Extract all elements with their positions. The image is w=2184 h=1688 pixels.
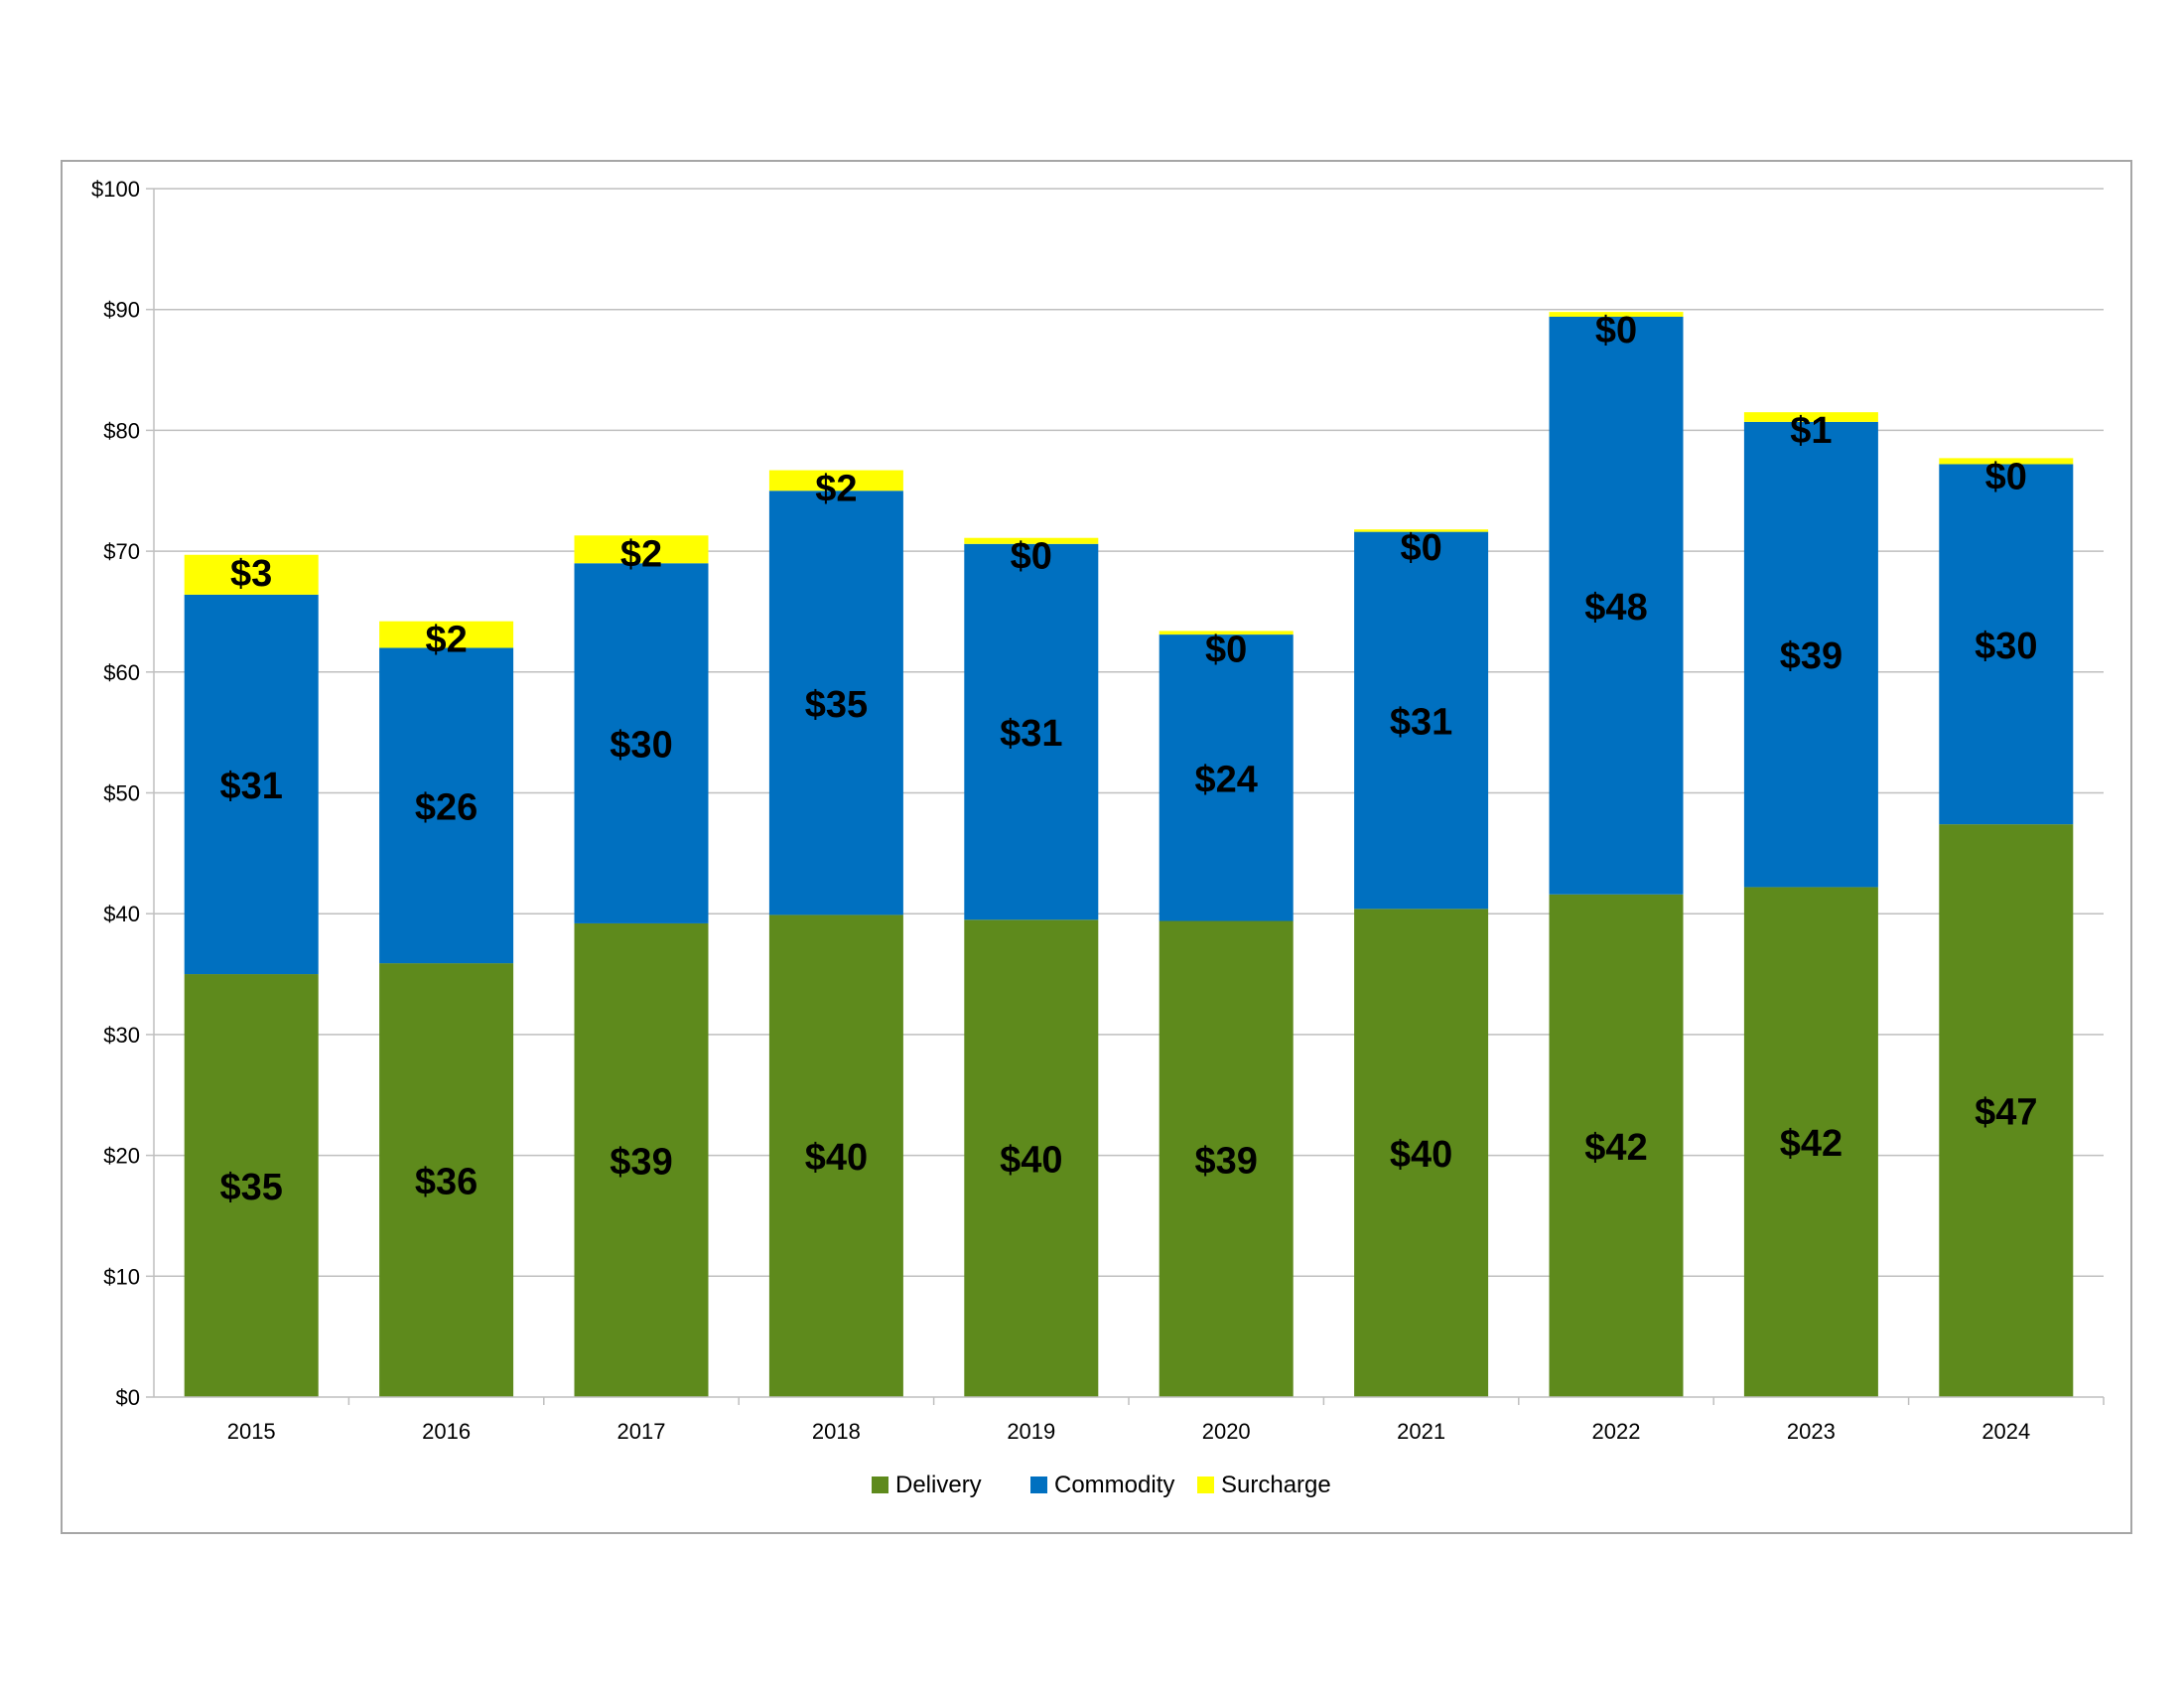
- y-tick-label: $40: [103, 902, 140, 926]
- data-label-commodity-2022: $48: [1584, 587, 1647, 629]
- bar-commodity-2020: [1159, 634, 1294, 921]
- bar-delivery-2017: [574, 922, 709, 1397]
- x-tick-label: 2022: [1592, 1419, 1641, 1444]
- x-tick-label: 2017: [617, 1419, 666, 1444]
- bar-surcharge-2017: [574, 535, 709, 564]
- data-label-surcharge-2015: $3: [230, 553, 272, 595]
- bar-commodity-2022: [1549, 317, 1684, 895]
- y-tick-label: $0: [116, 1385, 140, 1410]
- data-label-commodity-2018: $35: [805, 684, 868, 726]
- data-label-commodity-2020: $24: [1194, 759, 1257, 800]
- bar-commodity-2019: [964, 543, 1099, 920]
- data-label-delivery-2022: $42: [1584, 1127, 1647, 1169]
- x-tick-label: 2023: [1787, 1419, 1836, 1444]
- bar-surcharge-2016: [379, 621, 514, 648]
- data-label-delivery-2020: $39: [1194, 1140, 1257, 1182]
- data-label-delivery-2024: $47: [1975, 1092, 2037, 1134]
- stacked-bar-chart: $0$10$20$30$40$50$60$70$80$90$100 2015 20…: [91, 177, 2105, 1498]
- y-tick-label: $70: [103, 539, 140, 564]
- data-label-commodity-2023: $39: [1780, 635, 1843, 677]
- data-label-surcharge-2023: $1: [1790, 410, 1832, 452]
- bar-delivery-2018: [768, 914, 903, 1397]
- data-label-delivery-2018: $40: [805, 1137, 868, 1179]
- bar-surcharge-2018: [768, 470, 903, 492]
- data-label-surcharge-2020: $0: [1205, 629, 1247, 670]
- data-label-commodity-2017: $30: [610, 725, 672, 767]
- bar-surcharge-2015: [184, 554, 319, 595]
- x-tick-label: 2016: [422, 1419, 471, 1444]
- bar-commodity-2018: [768, 491, 903, 915]
- bar-commodity-2023: [1743, 421, 1878, 888]
- bar-commodity-2015: [184, 594, 319, 975]
- x-tick-label: 2024: [1981, 1419, 2030, 1444]
- y-tick-label: $30: [103, 1023, 140, 1048]
- bar-delivery-2020: [1159, 920, 1294, 1397]
- bar-delivery-2015: [184, 974, 319, 1397]
- bar-surcharge-2021: [1354, 529, 1489, 532]
- bar-surcharge-2023: [1743, 412, 1878, 422]
- y-tick-label: $80: [103, 418, 140, 443]
- bar-surcharge-2020: [1159, 631, 1294, 635]
- data-label-delivery-2023: $42: [1780, 1123, 1843, 1165]
- bar-delivery-2024: [1939, 824, 2074, 1397]
- data-label-delivery-2016: $36: [415, 1162, 478, 1203]
- y-tick-label: $10: [103, 1264, 140, 1289]
- x-tick-label: 2018: [812, 1419, 861, 1444]
- y-tick-label: $100: [91, 177, 140, 202]
- y-tick-label: $60: [103, 660, 140, 685]
- data-label-delivery-2021: $40: [1390, 1134, 1452, 1176]
- bars: [184, 312, 2074, 1397]
- data-label-surcharge-2016: $2: [425, 620, 467, 661]
- legend-label-surcharge: Surcharge: [1221, 1472, 1331, 1498]
- data-label-surcharge-2018: $2: [815, 469, 857, 510]
- legend: Delivery Commodity Surcharge: [872, 1472, 1331, 1498]
- bar-delivery-2021: [1354, 909, 1489, 1397]
- x-tick-label: 2021: [1397, 1419, 1445, 1444]
- data-label-delivery-2015: $35: [219, 1167, 282, 1208]
- bar-commodity-2021: [1354, 531, 1489, 910]
- x-tick-label: 2020: [1202, 1419, 1251, 1444]
- data-labels: $35 $31 $3 $36 $26 $2 $39 $30 $2 $40 $35 $2 $40 $31 $0…: [219, 310, 2037, 1208]
- legend-swatch-commodity: [1030, 1477, 1047, 1493]
- legend-label-commodity: Commodity: [1054, 1472, 1174, 1498]
- x-axis-ticks: 2015 2016 2017 2018 2019 2020 2021 2022 2023 2024: [227, 1397, 2105, 1444]
- y-axis-ticks: $0 $10 $20 $30 $40 $50 $60 $70 $80 $90 $100: [91, 177, 154, 1410]
- chart-frame: $0 $10 $20 $30 $40 $50 $60 $70 $80 $90 $100 2015 20…: [61, 160, 2132, 1534]
- bar-surcharge-2024: [1939, 458, 2074, 465]
- data-label-surcharge-2017: $2: [620, 533, 662, 575]
- bar-commodity-2016: [379, 647, 514, 964]
- data-label-delivery-2019: $40: [1000, 1140, 1062, 1182]
- data-label-surcharge-2022: $0: [1595, 310, 1637, 352]
- bar-surcharge-2022: [1549, 312, 1684, 318]
- data-label-delivery-2017: $39: [610, 1141, 672, 1183]
- bar-surcharge-2019: [964, 537, 1099, 544]
- data-label-commodity-2016: $26: [415, 786, 478, 828]
- legend-swatch-delivery: [872, 1477, 888, 1493]
- y-tick-label: $50: [103, 781, 140, 806]
- x-tick-label: 2019: [1007, 1419, 1055, 1444]
- data-label-commodity-2024: $30: [1975, 626, 2037, 667]
- legend-label-delivery: Delivery: [895, 1472, 982, 1498]
- legend-swatch-surcharge: [1197, 1477, 1214, 1493]
- bar-commodity-2017: [574, 563, 709, 923]
- y-tick-label: $20: [103, 1144, 140, 1169]
- data-label-surcharge-2019: $0: [1011, 536, 1052, 578]
- bar-delivery-2016: [379, 963, 514, 1397]
- bar-delivery-2023: [1743, 887, 1878, 1397]
- data-label-commodity-2019: $31: [1000, 713, 1062, 755]
- data-label-surcharge-2024: $0: [1985, 456, 2027, 497]
- data-label-surcharge-2021: $0: [1400, 527, 1441, 569]
- bar-delivery-2019: [964, 919, 1099, 1397]
- y-tick-label: $90: [103, 298, 140, 323]
- x-tick-label: 2015: [227, 1419, 276, 1444]
- data-label-commodity-2021: $31: [1390, 701, 1452, 743]
- data-label-commodity-2015: $31: [219, 766, 282, 807]
- bar-commodity-2024: [1939, 464, 2074, 825]
- bar-delivery-2022: [1549, 894, 1684, 1397]
